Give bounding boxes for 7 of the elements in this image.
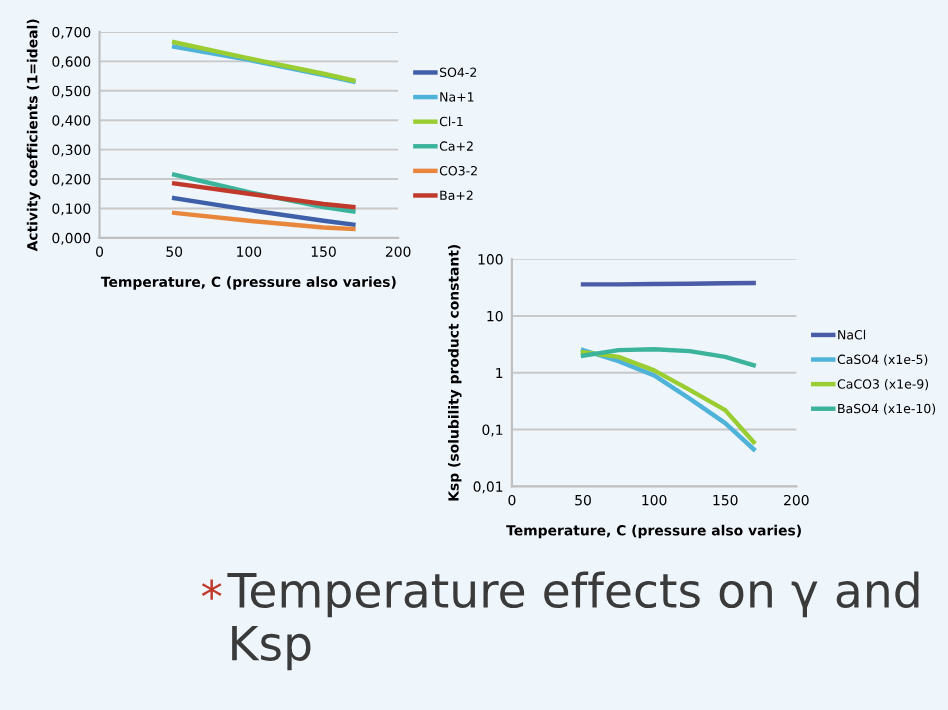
line-series (171, 172, 356, 214)
text: Temperature effects on γ and Ksp (227, 571, 919, 671)
line-series (171, 210, 356, 232)
line-series (580, 346, 756, 368)
line-series (171, 181, 356, 210)
line-series (171, 195, 356, 227)
text: * (201, 579, 222, 600)
